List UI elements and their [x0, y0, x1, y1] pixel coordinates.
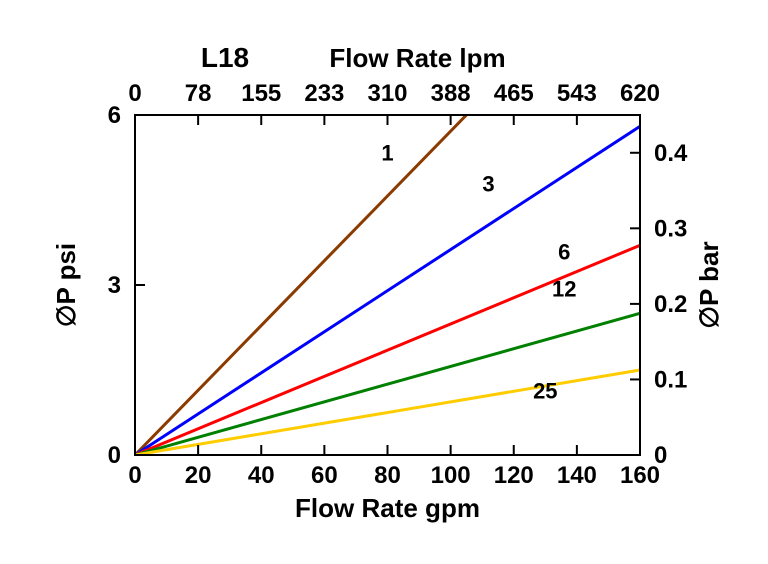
- x-bottom-tick-label: 0: [128, 462, 141, 489]
- y-right-title: ∅P bar: [694, 241, 724, 328]
- x-top-tick-label: 0: [128, 80, 141, 107]
- x-top-tick-label: 543: [557, 80, 597, 107]
- series-label-3: 3: [482, 172, 494, 197]
- x-top-tick-label: 620: [620, 80, 660, 107]
- x-top-title: Flow Rate lpm: [329, 43, 505, 73]
- series-label-1: 1: [381, 140, 393, 165]
- x-top-tick-label: 78: [185, 80, 212, 107]
- x-bottom-tick-label: 120: [494, 462, 534, 489]
- y-left-tick-label: 0: [108, 442, 121, 469]
- x-bottom-tick-label: 20: [185, 462, 212, 489]
- x-bottom-tick-label: 40: [248, 462, 275, 489]
- x-top-tick-label: 310: [367, 80, 407, 107]
- x-bottom-tick-label: 140: [557, 462, 597, 489]
- y-right-tick-label: 0.1: [654, 366, 687, 393]
- y-right-tick-label: 0: [654, 442, 667, 469]
- series-label-6: 6: [558, 240, 570, 265]
- x-bottom-title: Flow Rate gpm: [295, 493, 480, 523]
- x-top-tick-label: 233: [304, 80, 344, 107]
- x-top-tick-label: 465: [494, 80, 534, 107]
- series-label-12: 12: [552, 276, 576, 301]
- y-right-tick-label: 0.2: [654, 291, 687, 318]
- pressure-flow-chart: 0204060801001201401600781552333103884655…: [0, 0, 768, 564]
- x-top-tick-label: 155: [241, 80, 281, 107]
- y-right-tick-label: 0.4: [654, 140, 688, 167]
- y-left-tick-label: 3: [108, 272, 121, 299]
- y-left-tick-label: 6: [108, 102, 121, 129]
- x-top-tick-label: 388: [431, 80, 471, 107]
- series-label-25: 25: [533, 378, 557, 403]
- model-label: L18: [201, 42, 249, 73]
- y-left-title: ∅P psi: [51, 243, 81, 327]
- x-bottom-tick-label: 60: [311, 462, 338, 489]
- x-bottom-tick-label: 80: [374, 462, 401, 489]
- x-bottom-tick-label: 100: [431, 462, 471, 489]
- chart-svg: 0204060801001201401600781552333103884655…: [0, 0, 768, 564]
- y-right-tick-label: 0.3: [654, 215, 687, 242]
